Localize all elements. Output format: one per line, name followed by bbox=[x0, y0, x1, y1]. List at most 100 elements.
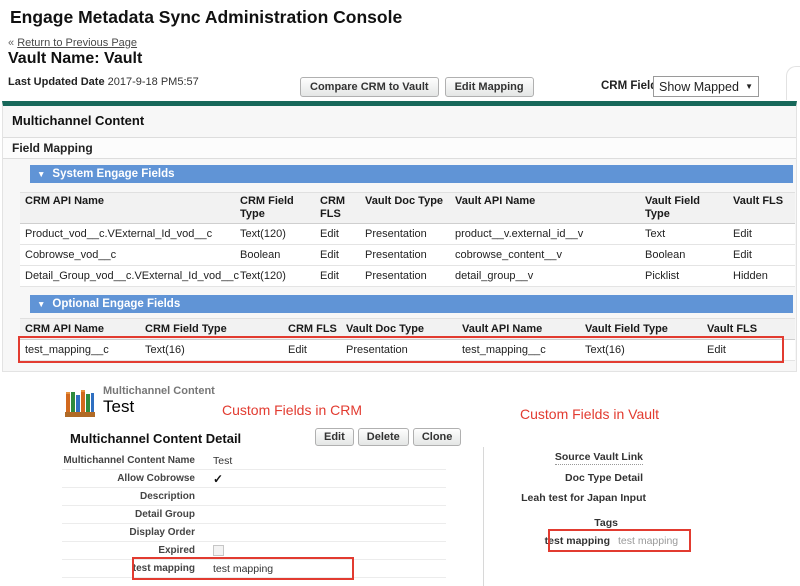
vault-panel-divider bbox=[483, 447, 484, 586]
clone-button[interactable]: Clone bbox=[412, 428, 462, 446]
col-header: Vault Doc Type bbox=[341, 319, 457, 340]
cell: product__v.external_id__v bbox=[450, 224, 640, 245]
col-header: Vault Field Type bbox=[580, 319, 702, 340]
cell: Boolean bbox=[235, 245, 315, 266]
cell: detail_group__v bbox=[450, 266, 640, 287]
collapse-triangle-icon: ▼ bbox=[37, 168, 46, 179]
cell: Text(120) bbox=[235, 266, 315, 287]
field-value: test mapping bbox=[213, 563, 274, 575]
col-header: Vault API Name bbox=[457, 319, 580, 340]
field-value: Test bbox=[213, 455, 233, 467]
col-header: Vault FLS bbox=[702, 319, 795, 340]
last-updated-value: 2017-9-18 PM5:57 bbox=[107, 76, 199, 88]
record-actions: Edit Delete Clone bbox=[315, 428, 462, 446]
cell: Edit bbox=[315, 266, 360, 287]
col-header: Vault Field Type bbox=[640, 193, 728, 224]
system-engage-fields-table: CRM API Name CRM Field Type CRM FLS Vaul… bbox=[20, 192, 795, 287]
record-object-label: Multichannel Content bbox=[103, 385, 215, 397]
cell: Edit bbox=[315, 224, 360, 245]
col-header: CRM Field Type bbox=[140, 319, 283, 340]
cell: Text(16) bbox=[140, 340, 283, 361]
field-label: Allow Cobrowse bbox=[117, 473, 195, 484]
optional-engage-fields-section-header[interactable]: ▼ Optional Engage Fields bbox=[30, 295, 793, 313]
cell: Text bbox=[640, 224, 728, 245]
field-label: Display Order bbox=[129, 527, 195, 538]
return-link[interactable]: Return to Previous Page bbox=[17, 37, 138, 49]
section-title: Multichannel Content bbox=[12, 113, 145, 128]
cell: Presentation bbox=[341, 340, 457, 361]
optional-engage-fields-table: CRM API Name CRM Field Type CRM FLS Vaul… bbox=[20, 318, 795, 361]
edit-button[interactable]: Edit bbox=[315, 428, 354, 446]
field-mapping-subheader: Field Mapping bbox=[3, 137, 796, 159]
vault-test-mapping-value: test mapping bbox=[618, 535, 679, 547]
cell: Edit bbox=[728, 245, 795, 266]
detail-section-title: Multichannel Content Detail bbox=[70, 431, 242, 446]
cell: test_mapping__c bbox=[457, 340, 580, 361]
cell: Edit bbox=[283, 340, 341, 361]
field-label: Detail Group bbox=[134, 509, 195, 520]
crm-fields-selected-value: Show Mapped bbox=[659, 79, 739, 94]
system-engage-fields-section-header[interactable]: ▼ System Engage Fields bbox=[30, 165, 793, 183]
collapse-triangle-icon: ▼ bbox=[37, 298, 46, 309]
breadcrumb: « Return to Previous Page bbox=[8, 37, 137, 49]
col-header: CRM Field Type bbox=[235, 193, 315, 224]
doc-type-detail-label: Doc Type Detail bbox=[565, 472, 643, 484]
vault-annotation: Custom Fields in Vault bbox=[520, 406, 660, 422]
cell: Text(16) bbox=[580, 340, 702, 361]
field-value bbox=[213, 545, 224, 559]
cell: Presentation bbox=[360, 245, 450, 266]
multichannel-content-icon bbox=[65, 390, 95, 417]
field-label: Description bbox=[139, 491, 195, 502]
cell: Product_vod__c.VExternal_Id_vod__c bbox=[20, 224, 235, 245]
cell: Text(120) bbox=[235, 224, 315, 245]
col-header: Vault API Name bbox=[450, 193, 640, 224]
field-row-highlighted: test mapping test mapping bbox=[62, 560, 446, 578]
col-header: CRM FLS bbox=[283, 319, 341, 340]
col-header: CRM API Name bbox=[20, 193, 235, 224]
field-row: Expired bbox=[62, 542, 446, 560]
crm-annotation: Custom Fields in CRM bbox=[222, 402, 363, 418]
record-name: Test bbox=[103, 397, 135, 416]
field-row: Detail Group bbox=[62, 506, 446, 524]
cell: Edit bbox=[728, 224, 795, 245]
cell: Edit bbox=[702, 340, 795, 361]
delete-button[interactable]: Delete bbox=[357, 428, 409, 446]
leah-test-label: Leah test for Japan Input bbox=[521, 492, 646, 504]
overlay-corner-artifact bbox=[786, 66, 800, 100]
checkmark-icon: ✓ bbox=[213, 472, 224, 486]
cell: Hidden bbox=[728, 266, 795, 287]
optional-section-label: Optional Engage Fields bbox=[52, 298, 181, 310]
vault-test-mapping-label: test mapping bbox=[544, 535, 610, 547]
table-row: Cobrowse_vod__c Boolean Edit Presentatio… bbox=[20, 244, 795, 266]
system-section-label: System Engage Fields bbox=[52, 168, 175, 180]
expired-checkbox bbox=[213, 545, 224, 556]
cell: test_mapping__c bbox=[20, 340, 140, 361]
last-updated: Last Updated Date 2017-9-18 PM5:57 bbox=[8, 76, 199, 88]
crm-fields-select[interactable]: Show Mapped ▼ bbox=[653, 76, 759, 97]
cell: cobrowse_content__v bbox=[450, 245, 640, 266]
field-label: Multichannel Content Name bbox=[63, 455, 195, 466]
cell: Boolean bbox=[640, 245, 728, 266]
chevron-down-icon: ▼ bbox=[745, 82, 753, 91]
table-header-row: CRM API Name CRM Field Type CRM FLS Vaul… bbox=[20, 193, 795, 224]
last-updated-label: Last Updated Date bbox=[8, 76, 105, 88]
source-vault-link-label: Source Vault Link bbox=[554, 451, 643, 465]
col-header: Vault FLS bbox=[728, 193, 795, 224]
col-header: Vault Doc Type bbox=[360, 193, 450, 224]
field-row: Multichannel Content Name Test bbox=[62, 452, 446, 470]
toolbar: Compare CRM to Vault Edit Mapping bbox=[300, 77, 534, 97]
col-header: CRM FLS bbox=[315, 193, 360, 224]
back-arrow-icon: « bbox=[8, 37, 15, 49]
compare-crm-to-vault-button[interactable]: Compare CRM to Vault bbox=[300, 77, 439, 97]
field-row: Allow Cobrowse ✓ bbox=[62, 470, 446, 488]
cell: Detail_Group_vod__c.VExternal_Id_vod__c bbox=[20, 266, 239, 287]
cell: Presentation bbox=[360, 266, 450, 287]
cell: Presentation bbox=[360, 224, 450, 245]
field-label: Expired bbox=[158, 545, 195, 556]
tags-label: Tags bbox=[594, 517, 618, 529]
cell: Edit bbox=[315, 245, 360, 266]
cell: Cobrowse_vod__c bbox=[20, 245, 235, 266]
crm-fields-label: CRM Fields bbox=[601, 80, 664, 92]
edit-mapping-button[interactable]: Edit Mapping bbox=[444, 77, 534, 97]
